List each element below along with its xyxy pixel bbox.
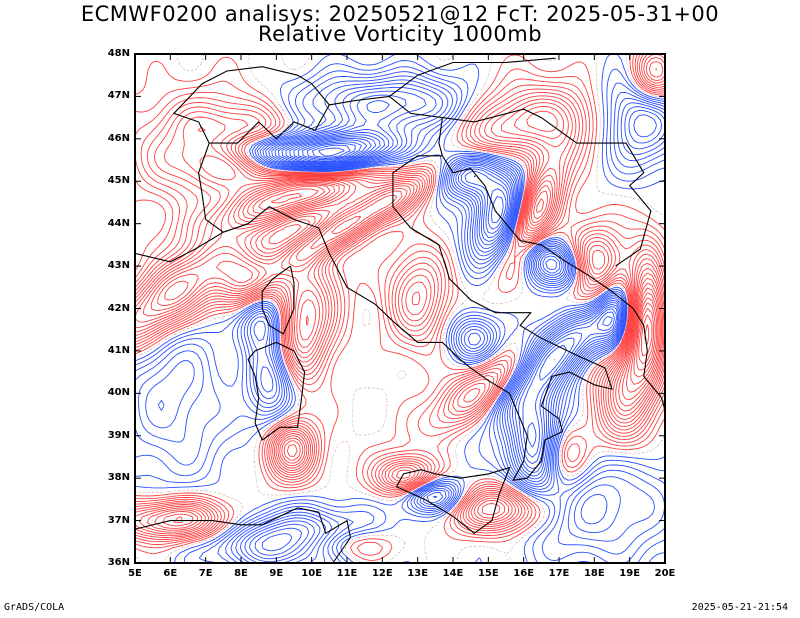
lon-label-8E: 8E <box>234 568 248 579</box>
lon-label-17E: 17E <box>548 568 570 579</box>
lon-label-13E: 13E <box>407 568 429 579</box>
lat-label-40N: 40N <box>107 387 130 399</box>
lat-label-38N: 38N <box>107 472 130 484</box>
title-line-1: ECMWF0200 analisys: 20250521@12 FcT: 202… <box>80 2 720 26</box>
lat-label-42N: 42N <box>107 302 130 314</box>
lat-label-47N: 47N <box>107 90 130 102</box>
coastline-borders <box>134 57 666 564</box>
lon-label-19E: 19E <box>619 568 641 579</box>
lat-label-48N: 48N <box>107 48 130 59</box>
title-line-2: Relative Vorticity 1000mb <box>257 22 543 46</box>
lon-label-11E: 11E <box>336 568 358 579</box>
axis-ticks <box>134 53 666 564</box>
vorticity-contours <box>134 53 666 564</box>
lon-label-20E: 20E <box>654 568 676 579</box>
lon-label-9E: 9E <box>269 568 284 579</box>
footer-right: 2025-05-21-21:54 <box>691 602 788 613</box>
lon-label-15E: 15E <box>477 568 499 579</box>
lon-label-16E: 16E <box>513 568 535 579</box>
footer-left: GrADS/COLA <box>4 602 65 613</box>
lon-label-6E: 6E <box>163 568 178 579</box>
lon-label-18E: 18E <box>583 568 605 579</box>
lat-label-41N: 41N <box>107 344 130 356</box>
lon-label-7E: 7E <box>198 568 213 579</box>
lat-label-45N: 45N <box>107 175 130 187</box>
lon-label-10E: 10E <box>301 568 323 579</box>
lon-label-12E: 12E <box>371 568 393 579</box>
lat-label-39N: 39N <box>107 429 130 441</box>
lat-label-46N: 46N <box>107 132 130 144</box>
lat-label-44N: 44N <box>107 217 130 229</box>
lat-label-37N: 37N <box>107 514 130 526</box>
lat-label-36N: 36N <box>107 557 130 568</box>
lat-label-43N: 43N <box>107 260 130 272</box>
lon-label-5E: 5E <box>128 568 142 579</box>
lon-label-14E: 14E <box>442 568 464 579</box>
